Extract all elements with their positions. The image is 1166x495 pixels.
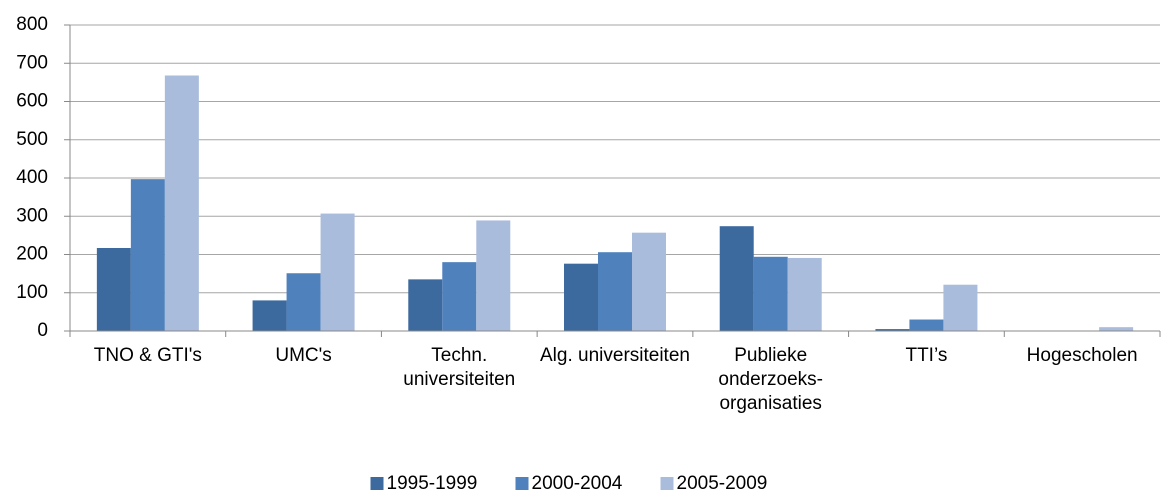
x-tick-label: Alg. universiteiten [540, 345, 690, 366]
x-tick-label: Techn. universiteiten [403, 345, 516, 390]
bar [286, 273, 321, 331]
x-tick-label: Publieke onderzoeks-organisaties [718, 345, 823, 414]
y-tick-label: 800 [16, 14, 48, 35]
bar [1099, 327, 1134, 331]
bar [598, 252, 632, 331]
bar [408, 279, 443, 331]
bar [96, 247, 131, 331]
legend-label: 2005-2009 [677, 473, 768, 494]
bar [252, 300, 287, 331]
y-tick-label: 300 [16, 205, 48, 226]
x-tick-label: UMC's [275, 345, 332, 366]
bar [753, 256, 788, 331]
bar [476, 220, 511, 331]
legend-swatch [515, 477, 529, 490]
bar [943, 284, 978, 331]
legend-swatch [370, 477, 384, 490]
bar [130, 179, 165, 331]
legend-label: 1995-1999 [387, 473, 478, 494]
legend-label: 2000-2004 [532, 473, 623, 494]
y-tick-label: 600 [16, 91, 48, 112]
bar [632, 232, 666, 331]
y-tick-label: 500 [16, 129, 48, 150]
y-tick-label: 100 [16, 282, 48, 303]
x-tick-label: Hogescholen [1026, 345, 1138, 366]
bar [320, 213, 355, 331]
bar [564, 263, 598, 331]
bar [787, 257, 822, 331]
bar [875, 329, 910, 331]
x-tick-label: TTI’s [905, 345, 948, 366]
y-tick-label: 700 [16, 52, 48, 73]
y-tick-label: 400 [16, 167, 48, 188]
bar [442, 262, 477, 331]
x-tick-label: TNO & GTI's [93, 345, 202, 366]
legend-swatch [660, 477, 674, 490]
y-tick-label: 200 [16, 244, 48, 265]
y-tick-label: 0 [37, 320, 48, 341]
bar [719, 226, 754, 331]
bar [164, 75, 199, 332]
bar [909, 319, 944, 331]
